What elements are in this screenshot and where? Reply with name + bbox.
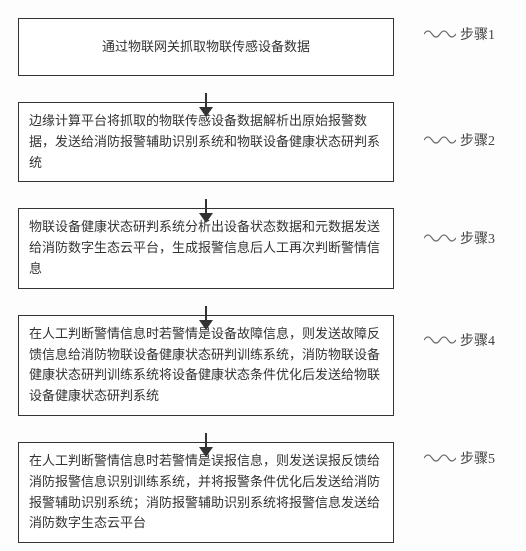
step-label-1: 步骤1 xyxy=(460,24,495,44)
squiggle-connector xyxy=(424,134,456,146)
flow-box-text: 在人工判断警情信息时若警情是设备故障信息，则发送故障反馈信息给消防物联设备健康状… xyxy=(29,324,383,407)
squiggle-connector xyxy=(424,232,456,244)
step-label-2: 步骤2 xyxy=(460,130,495,150)
step-label-5: 步骤5 xyxy=(460,448,495,468)
step-label-3: 步骤3 xyxy=(460,228,495,248)
flow-box-text: 在人工判断警情信息时若警情是误报信息，则发送误报反馈给消防报警信息识别训练系统，… xyxy=(29,451,383,534)
squiggle-connector xyxy=(424,452,456,464)
flow-box-5: 在人工判断警情信息时若警情是误报信息，则发送误报反馈给消防报警信息识别训练系统，… xyxy=(18,442,394,543)
flow-arrow xyxy=(18,416,394,442)
flow-arrow xyxy=(18,289,394,315)
step-label-4: 步骤4 xyxy=(460,330,495,350)
flow-box-text: 边缘计算平台将抓取的物联传感设备数据解析出原始报警数据，发送给消防报警辅助识别系… xyxy=(29,111,383,173)
flow-arrow xyxy=(18,76,394,102)
flow-arrow xyxy=(18,182,394,208)
flow-box-4: 在人工判断警情信息时若警情是设备故障信息，则发送故障反馈信息给消防物联设备健康状… xyxy=(18,315,394,416)
flow-box-text: 通过物联网关抓取物联传感设备数据 xyxy=(29,37,383,58)
squiggle-connector xyxy=(424,28,456,40)
squiggle-connector xyxy=(424,334,456,346)
flow-box-text: 物联设备健康状态研判系统分析出设备状态数据和元数据发送给消防数字生态云平台，生成… xyxy=(29,217,383,279)
flow-box-1: 通过物联网关抓取物联传感设备数据 xyxy=(18,18,394,76)
